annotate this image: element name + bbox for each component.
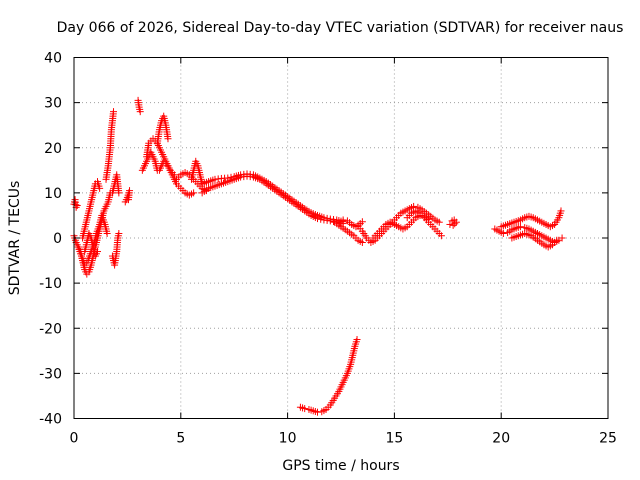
data-point [499, 229, 507, 237]
x-tick-label: 5 [176, 431, 185, 447]
x-axis-label: GPS time / hours [282, 458, 399, 474]
y-tick-label: -20 [39, 321, 62, 337]
data-point [136, 108, 144, 116]
data-point [320, 214, 328, 222]
y-tick-label: -40 [39, 412, 62, 428]
data-point [96, 184, 104, 192]
y-tick-label: 10 [44, 186, 62, 202]
y-tick-label: 30 [44, 96, 62, 112]
data-point [557, 207, 565, 215]
data-point [301, 405, 309, 413]
data-point [446, 220, 454, 228]
data-point [224, 174, 232, 182]
y-axis-label: SDTVAR / TECUs [7, 181, 23, 296]
data-point [435, 218, 443, 226]
data-point [516, 223, 524, 231]
data-point [110, 108, 118, 116]
y-tick-label: -30 [39, 366, 62, 382]
y-axis: -40 -30 -20 -10 0 10 20 30 40 [39, 51, 608, 428]
data-point [558, 234, 566, 242]
data-point [353, 336, 361, 344]
x-tick-label: 25 [599, 431, 617, 447]
data-point [452, 218, 460, 226]
data-point [227, 173, 235, 181]
data-point [339, 216, 347, 224]
data-point [451, 220, 459, 228]
data-point [115, 229, 123, 237]
data-points [70, 96, 566, 416]
data-point [93, 248, 101, 256]
data-point [190, 189, 198, 197]
data-point [103, 229, 111, 237]
data-point [437, 232, 445, 240]
y-tick-label: 20 [44, 141, 62, 157]
x-axis: 0 5 10 15 20 25 [70, 57, 617, 447]
data-point [358, 239, 366, 247]
y-tick-label: -10 [39, 276, 62, 292]
chart-title: Day 066 of 2026, Sidereal Day-to-day VTE… [57, 20, 624, 36]
data-point [449, 221, 457, 229]
x-tick-label: 15 [385, 431, 403, 447]
data-point [164, 135, 172, 143]
data-point [553, 236, 561, 244]
y-tick-label: 0 [53, 231, 62, 247]
x-tick-label: 0 [70, 431, 79, 447]
y-tick-label: 40 [44, 51, 62, 67]
x-tick-label: 20 [492, 431, 510, 447]
data-point [73, 202, 81, 210]
grid [74, 57, 608, 419]
data-point [358, 218, 366, 226]
x-tick-label: 10 [279, 431, 297, 447]
data-point [124, 196, 132, 204]
data-point [323, 214, 331, 222]
data-point [115, 189, 123, 197]
